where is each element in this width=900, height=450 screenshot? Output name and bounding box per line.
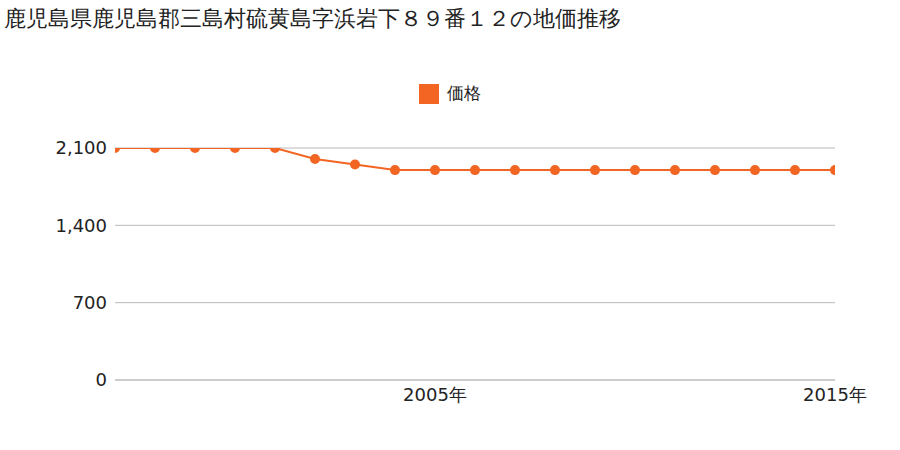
svg-text:700: 700 [73,292,107,313]
html-text:価格: 価格 [447,83,481,103]
svg-text:1,400: 1,400 [55,215,107,236]
html-text:鹿児島県鹿児島郡三島村硫黄島字浜岩下８９番１２の地価推移: 鹿児島県鹿児島郡三島村硫黄島字浜岩下８９番１２の地価推移 [4,6,621,31]
svg-text:0: 0 [96,369,107,390]
svg-text:2005年: 2005年 [403,384,467,405]
svg-text:2,100: 2,100 [55,137,107,158]
svg-text:2015年: 2015年 [803,384,867,405]
